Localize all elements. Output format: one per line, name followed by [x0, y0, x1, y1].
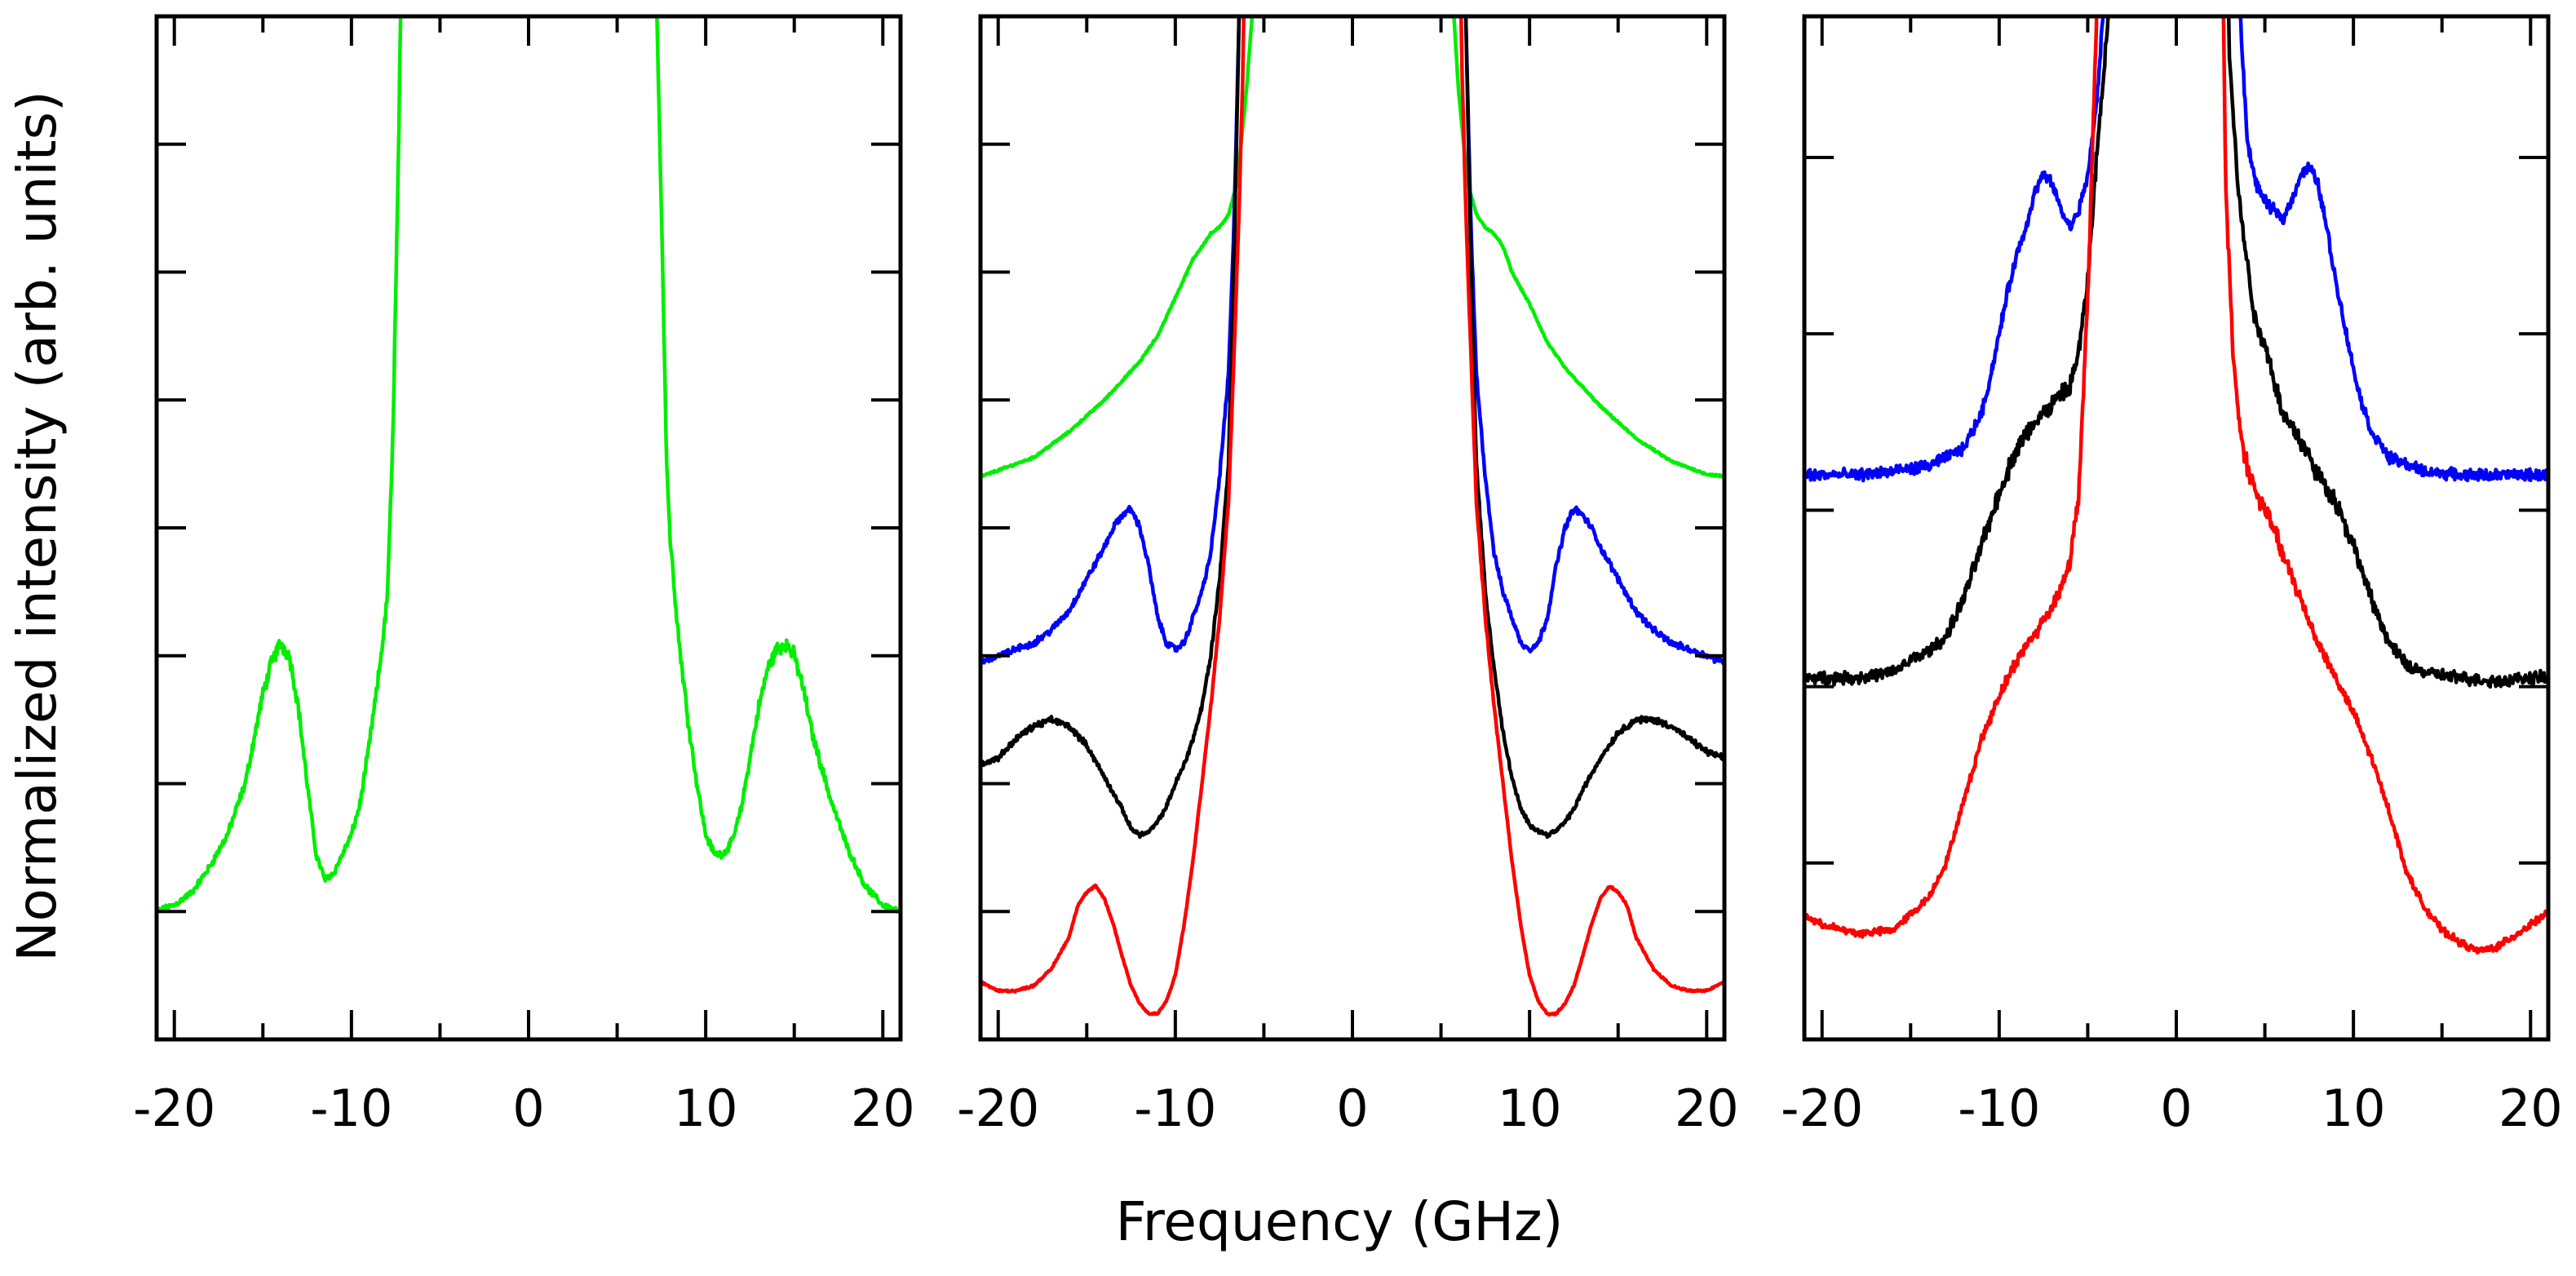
x-tick-label: -20 [957, 1079, 1039, 1138]
x-tick-label: 20 [851, 1079, 915, 1138]
x-tick-label: -20 [1781, 1079, 1863, 1138]
panel-middle: -20 -10 0 10 20 [957, 14, 1739, 1138]
x-axis-label: Frequency (GHz) [1116, 1190, 1564, 1253]
panel-middle-series [980, 16, 1724, 1017]
x-tick-label: 10 [674, 1079, 738, 1138]
x-tick-label: 0 [1336, 1079, 1368, 1138]
series-green-left [157, 16, 901, 914]
plot-frame-left [154, 14, 903, 1042]
series-blue-middle [980, 16, 1724, 667]
x-tick-label: 0 [512, 1079, 544, 1138]
panel-left: -20 -10 0 10 20 [133, 14, 915, 1138]
x-tick-label: 10 [1498, 1079, 1562, 1138]
y-axis-label: Normalized intensity (arb. units) [6, 91, 69, 962]
x-tick-label: -10 [1134, 1079, 1216, 1138]
x-tick-label: -10 [1958, 1079, 2040, 1138]
plot-frame-right [1802, 14, 2551, 1042]
series-red-middle [980, 16, 1724, 1017]
series-red-right [1804, 16, 2548, 955]
x-tick-label: 10 [2321, 1079, 2386, 1138]
series-black-right [1804, 16, 2548, 689]
panel-left-series [157, 16, 901, 914]
panel-right: -20 -10 0 10 20 [1781, 14, 2563, 1138]
x-tick-label: 20 [2499, 1079, 2563, 1138]
panels: -20 -10 0 10 20 -20 -10 0 10 20 -20 -10 0 10 20 [133, 14, 2563, 1138]
x-tick-label: 0 [2160, 1079, 2192, 1138]
series-black-middle [980, 16, 1724, 840]
x-tick-label: -10 [310, 1079, 392, 1138]
x-tick-label: 20 [1675, 1079, 1739, 1138]
series-green-middle [980, 16, 1724, 479]
panel-right-series [1804, 16, 2548, 955]
series-blue-right [1804, 16, 2548, 483]
x-tick-label: -20 [133, 1079, 215, 1138]
